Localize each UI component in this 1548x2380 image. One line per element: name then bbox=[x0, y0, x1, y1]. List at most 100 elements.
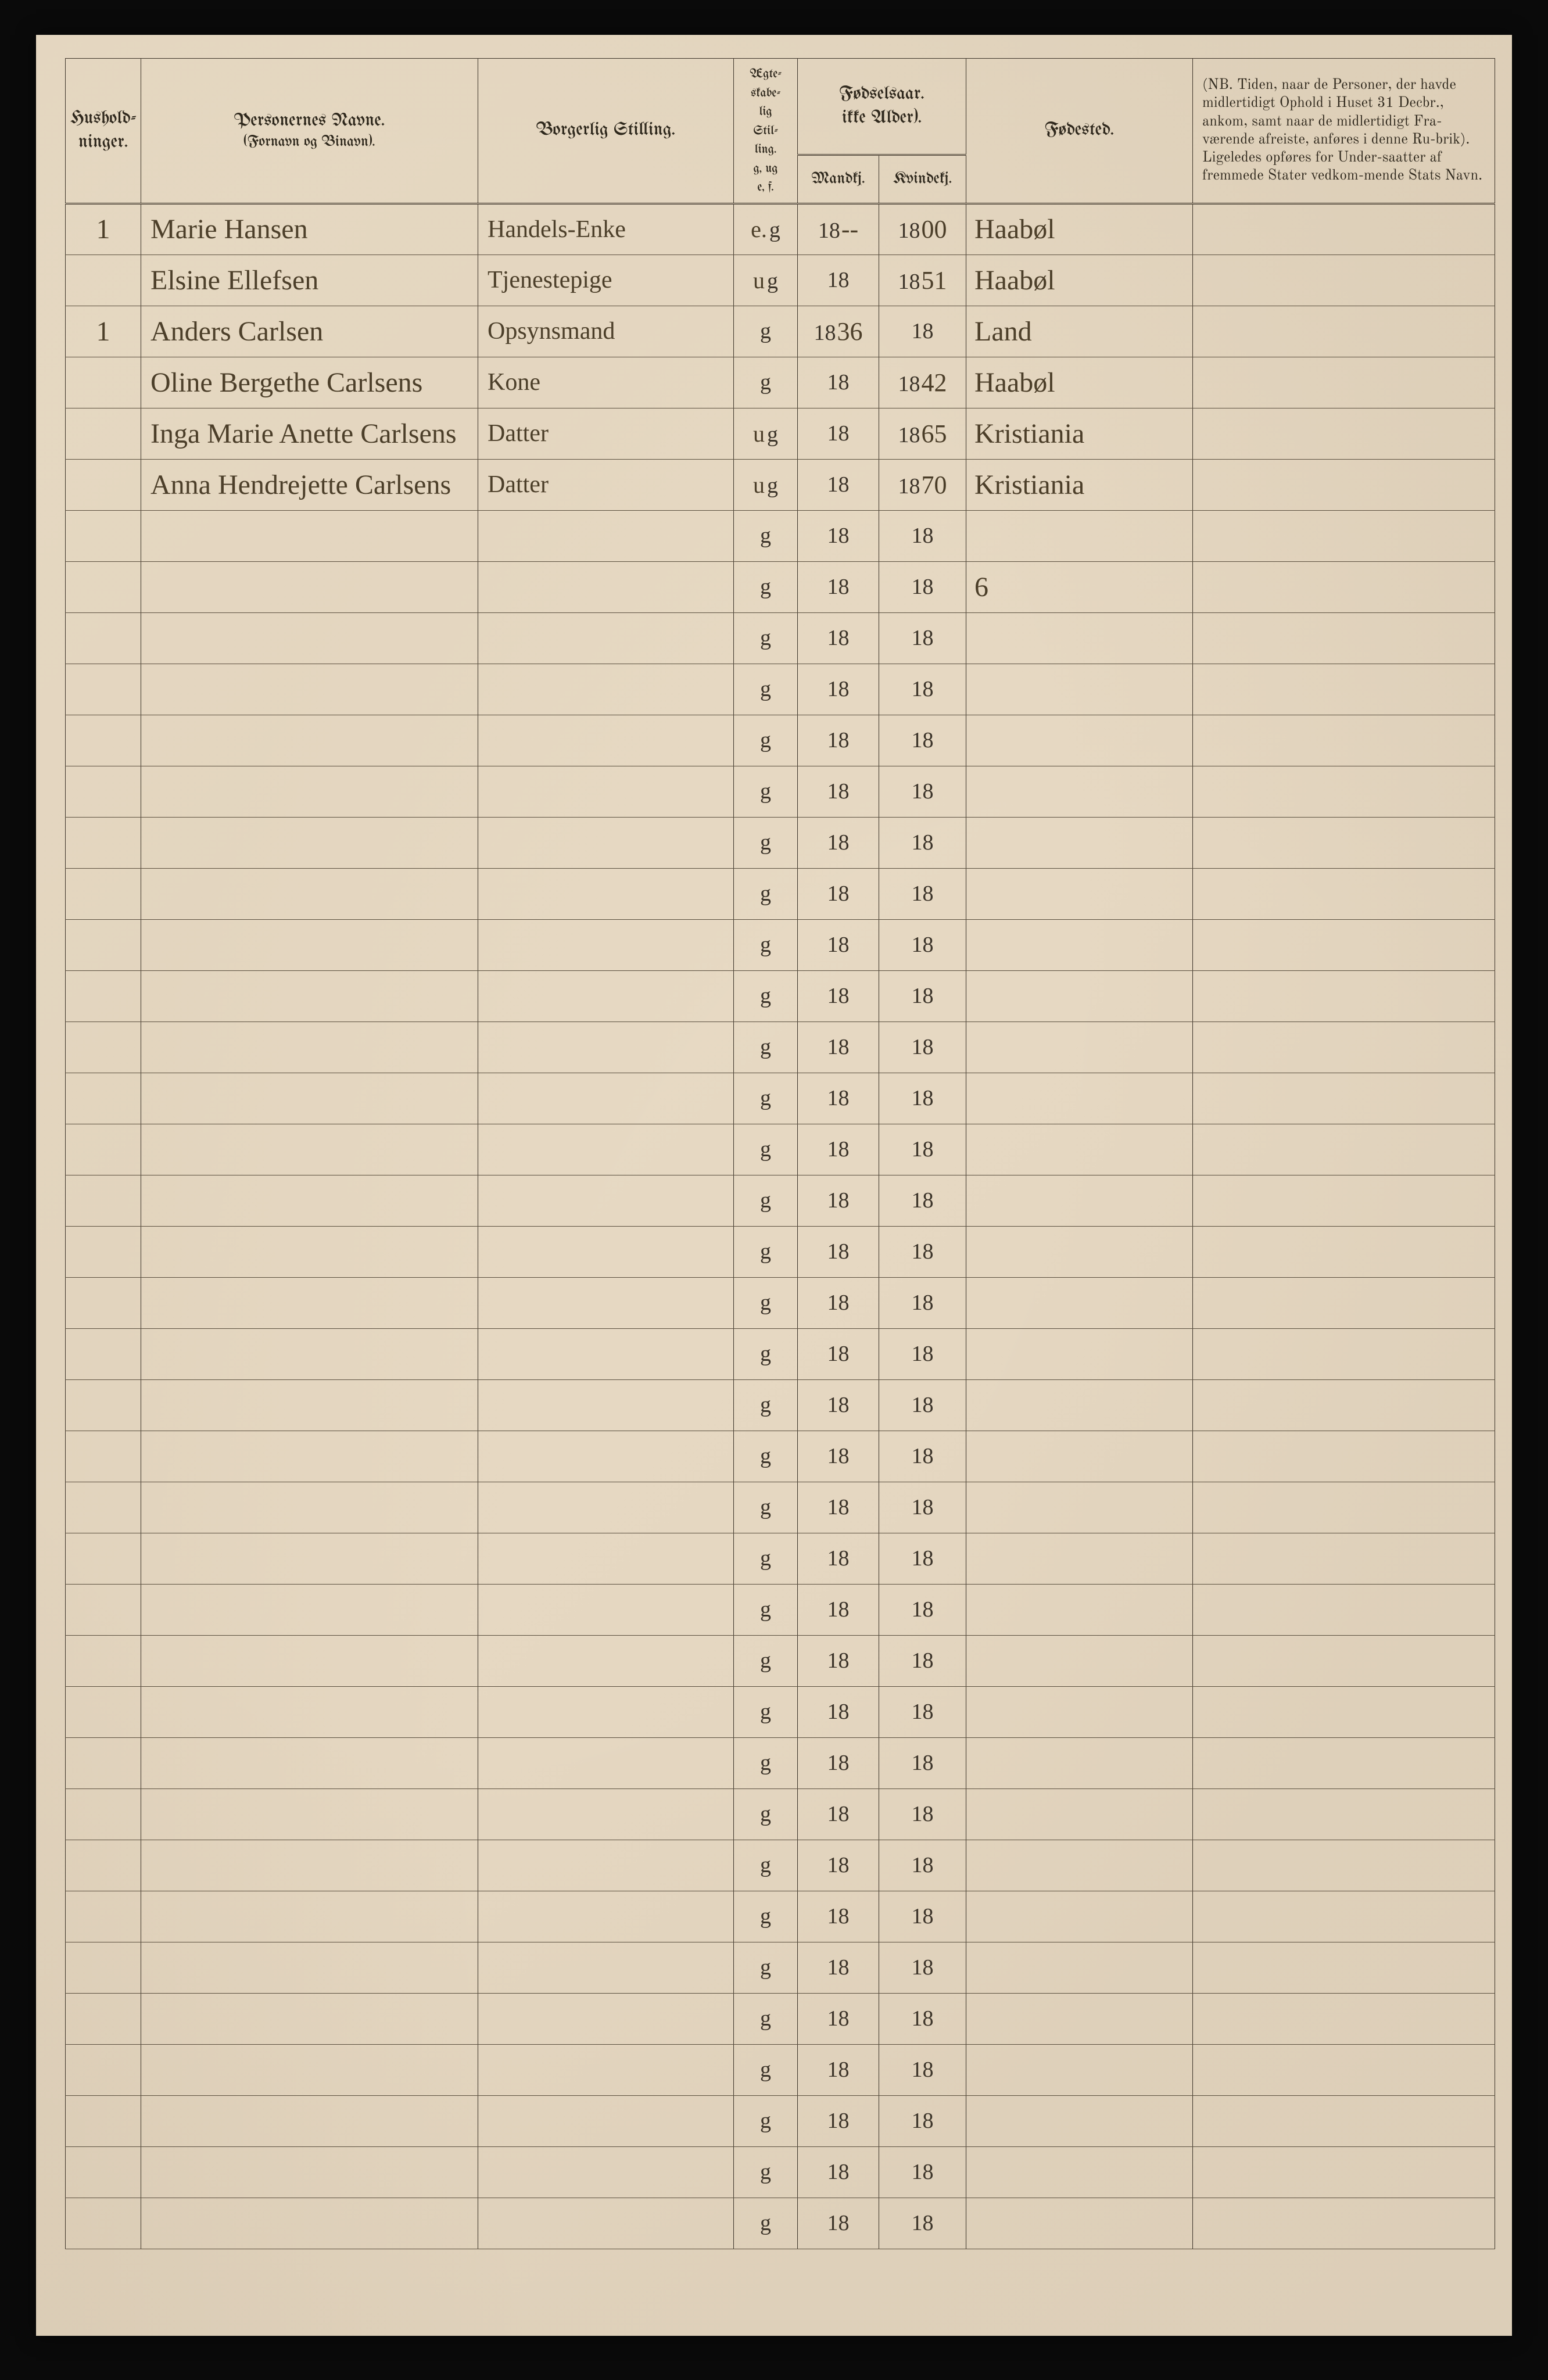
cell-fodested: Haabøl bbox=[966, 203, 1193, 255]
cell-nb bbox=[1193, 766, 1495, 817]
header-kvindekj: Kvindekj. bbox=[879, 155, 966, 203]
cell-mandkj: 18 bbox=[798, 1175, 879, 1226]
cell-name bbox=[141, 561, 478, 612]
cell-mandkj: 18-- bbox=[798, 203, 879, 255]
cell-mandkj: 1836 bbox=[798, 306, 879, 357]
cell-husholdning bbox=[66, 1788, 141, 1840]
cell-kvindekj: 18 bbox=[879, 817, 966, 868]
cell-name bbox=[141, 1737, 478, 1788]
cell-fodested bbox=[966, 1840, 1193, 1891]
table-row: Oline Bergethe CarlsensKoneg181842Haabøl bbox=[66, 357, 1495, 408]
cell-stilling: Kone bbox=[478, 357, 734, 408]
cell-mandkj: 18 bbox=[798, 1788, 879, 1840]
cell-nb bbox=[1193, 919, 1495, 970]
cell-stilling: Datter bbox=[478, 459, 734, 510]
cell-aegteskab: g bbox=[734, 1431, 798, 1482]
table-row: g1818 bbox=[66, 1737, 1495, 1788]
cell-aegteskab: g bbox=[734, 1686, 798, 1737]
cell-nb bbox=[1193, 817, 1495, 868]
cell-fodested bbox=[966, 1686, 1193, 1737]
cell-husholdning bbox=[66, 868, 141, 919]
cell-aegteskab: g bbox=[734, 1226, 798, 1277]
cell-name bbox=[141, 2095, 478, 2146]
cell-nb bbox=[1193, 408, 1495, 459]
cell-kvindekj: 18 bbox=[879, 1328, 966, 1379]
cell-mandkj: 18 bbox=[798, 1737, 879, 1788]
cell-fodested bbox=[966, 817, 1193, 868]
cell-name: Anders Carlsen bbox=[141, 306, 478, 357]
cell-mandkj: 18 bbox=[798, 817, 879, 868]
cell-fodested bbox=[966, 1635, 1193, 1686]
cell-husholdning: 1 bbox=[66, 203, 141, 255]
header-fodselsaar: Fødselsaar. ikke Alder). bbox=[798, 59, 966, 155]
cell-stilling bbox=[478, 1379, 734, 1431]
cell-kvindekj: 18 bbox=[879, 561, 966, 612]
cell-nb bbox=[1193, 1942, 1495, 1993]
cell-name bbox=[141, 1175, 478, 1226]
table-row: g1818 bbox=[66, 817, 1495, 868]
cell-aegteskab: g bbox=[734, 1379, 798, 1431]
cell-mandkj: 18 bbox=[798, 2095, 879, 2146]
cell-mandkj: 18 bbox=[798, 919, 879, 970]
cell-stilling bbox=[478, 1431, 734, 1482]
cell-fodested bbox=[966, 1482, 1193, 1533]
cell-nb bbox=[1193, 255, 1495, 306]
cell-nb bbox=[1193, 1737, 1495, 1788]
census-page: Hushold- ninger. Personernes Navne. (For… bbox=[36, 35, 1512, 2336]
table-row: g1818 bbox=[66, 2095, 1495, 2146]
cell-fodested bbox=[966, 1124, 1193, 1175]
table-row: g1818 bbox=[66, 1533, 1495, 1584]
cell-aegteskab: g bbox=[734, 1021, 798, 1073]
cell-stilling bbox=[478, 868, 734, 919]
cell-fodested bbox=[966, 868, 1193, 919]
header-borgerlig-stilling: Borgerlig Stilling. bbox=[478, 59, 734, 204]
cell-nb bbox=[1193, 306, 1495, 357]
cell-kvindekj: 18 bbox=[879, 1226, 966, 1277]
cell-stilling bbox=[478, 715, 734, 766]
cell-stilling bbox=[478, 1533, 734, 1584]
cell-mandkj: 18 bbox=[798, 1840, 879, 1891]
cell-mandkj: 18 bbox=[798, 1124, 879, 1175]
cell-husholdning bbox=[66, 1124, 141, 1175]
table-row: g1818 bbox=[66, 1431, 1495, 1482]
cell-kvindekj: 18 bbox=[879, 664, 966, 715]
cell-husholdning bbox=[66, 1840, 141, 1891]
cell-husholdning bbox=[66, 1431, 141, 1482]
cell-kvindekj: 18 bbox=[879, 1073, 966, 1124]
cell-nb bbox=[1193, 2146, 1495, 2198]
cell-kvindekj: 18 bbox=[879, 1277, 966, 1328]
table-row: g1818 bbox=[66, 1226, 1495, 1277]
cell-fodested bbox=[966, 1328, 1193, 1379]
cell-mandkj: 18 bbox=[798, 1431, 879, 1482]
table-row: g1818 bbox=[66, 2198, 1495, 2249]
cell-aegteskab: g bbox=[734, 1124, 798, 1175]
cell-aegteskab: g bbox=[734, 817, 798, 868]
cell-kvindekj: 18 bbox=[879, 1891, 966, 1942]
cell-fodested bbox=[966, 1942, 1193, 1993]
cell-husholdning bbox=[66, 1482, 141, 1533]
cell-nb bbox=[1193, 1686, 1495, 1737]
cell-fodested bbox=[966, 1788, 1193, 1840]
cell-fodested bbox=[966, 715, 1193, 766]
cell-kvindekj: 18 bbox=[879, 1431, 966, 1482]
cell-mandkj: 18 bbox=[798, 1073, 879, 1124]
cell-nb bbox=[1193, 868, 1495, 919]
cell-aegteskab: g bbox=[734, 2198, 798, 2249]
cell-fodested bbox=[966, 919, 1193, 970]
cell-kvindekj: 18 bbox=[879, 1635, 966, 1686]
cell-aegteskab: g bbox=[734, 1328, 798, 1379]
cell-name bbox=[141, 970, 478, 1021]
cell-husholdning bbox=[66, 408, 141, 459]
cell-aegteskab: g bbox=[734, 1584, 798, 1635]
cell-mandkj: 18 bbox=[798, 1379, 879, 1431]
cell-name bbox=[141, 1379, 478, 1431]
cell-nb bbox=[1193, 1431, 1495, 1482]
cell-stilling bbox=[478, 2044, 734, 2095]
cell-aegteskab: g bbox=[734, 1788, 798, 1840]
cell-stilling bbox=[478, 1328, 734, 1379]
cell-fodested bbox=[966, 1431, 1193, 1482]
cell-aegteskab: g bbox=[734, 612, 798, 664]
cell-husholdning bbox=[66, 459, 141, 510]
cell-husholdning bbox=[66, 970, 141, 1021]
cell-name bbox=[141, 2198, 478, 2249]
